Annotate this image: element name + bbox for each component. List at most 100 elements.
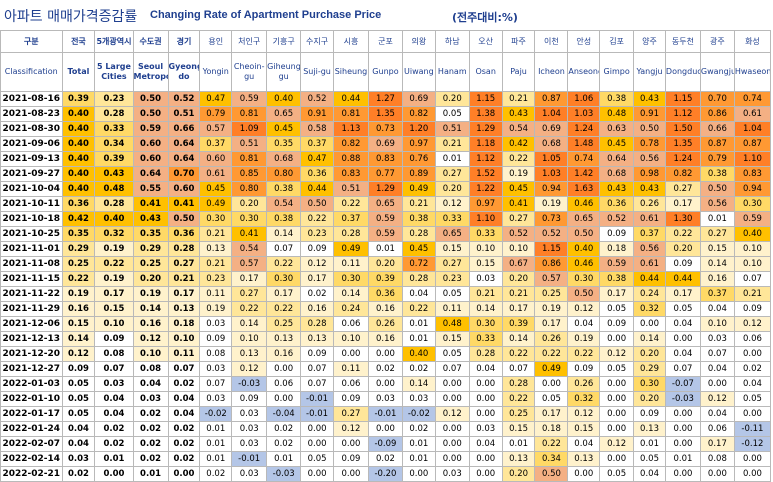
row-date: 2022-01-10 <box>0 391 63 407</box>
data-cell: 0.50 <box>567 226 601 242</box>
data-cell: 0.22 <box>266 301 302 317</box>
data-cell: 0.50 <box>132 106 169 122</box>
data-cell: 0.10 <box>699 316 735 332</box>
data-cell: 1.29 <box>468 121 503 137</box>
data-cell: 0.19 <box>61 286 96 302</box>
data-cell: 0.22 <box>664 226 701 242</box>
data-cell: 0.65 <box>367 196 403 212</box>
data-cell: 0.01 <box>401 331 436 347</box>
data-cell: 0.40 <box>61 181 96 197</box>
data-cell: 0.91 <box>300 106 334 122</box>
data-cell: 0.09 <box>567 361 601 377</box>
row-date: 2021-12-27 <box>0 361 63 377</box>
data-cell: 0.37 <box>633 226 666 242</box>
data-cell: 0.04 <box>468 361 503 377</box>
data-cell: 0.45 <box>199 181 233 197</box>
data-cell: 0.41 <box>132 196 169 212</box>
data-cell: 0.06 <box>332 376 369 392</box>
data-cell: 1.30 <box>664 211 701 227</box>
data-cell: 0.18 <box>599 241 635 257</box>
data-cell: 0.19 <box>567 331 601 347</box>
data-cell: 0.50 <box>300 196 334 212</box>
data-cell: 0.11 <box>332 256 369 272</box>
data-cell: 0.09 <box>300 346 334 362</box>
data-cell: -0.01 <box>300 391 334 407</box>
data-cell: 0.00 <box>699 376 735 392</box>
data-cell: 0.28 <box>300 316 334 332</box>
column-header-korean: 수도권 <box>132 30 169 53</box>
data-cell: 0.23 <box>300 226 334 242</box>
data-cell: 0.49 <box>401 181 436 197</box>
data-cell: 1.10 <box>733 151 772 167</box>
data-cell: 0.51 <box>167 106 201 122</box>
data-cell: 0.22 <box>94 256 134 272</box>
data-cell: 0.05 <box>434 346 470 362</box>
data-cell: 0.16 <box>132 316 169 332</box>
corner-english: Classification <box>0 52 63 92</box>
data-cell: 0.10 <box>733 241 772 257</box>
data-cell: 1.63 <box>567 181 601 197</box>
data-cell: 0.12 <box>332 421 369 437</box>
data-cell: 0.02 <box>266 421 302 437</box>
data-cell: 0.73 <box>367 121 403 137</box>
row-date: 2021-12-20 <box>0 346 63 362</box>
data-cell: 0.01 <box>367 241 403 257</box>
column-header-korean: 김포 <box>599 30 635 53</box>
data-cell: 0.19 <box>132 286 169 302</box>
data-cell: 0.26 <box>534 331 569 347</box>
data-cell: 0.60 <box>199 151 233 167</box>
data-cell: 0.07 <box>733 271 772 287</box>
data-cell: 0.00 <box>599 451 635 467</box>
data-cell: 0.03 <box>61 451 96 467</box>
data-cell: 0.00 <box>300 421 334 437</box>
data-cell: 0.12 <box>599 346 635 362</box>
data-cell: 1.09 <box>231 121 268 137</box>
data-cell: 0.29 <box>132 241 169 257</box>
data-cell: 0.00 <box>599 376 635 392</box>
data-cell: 0.66 <box>699 121 735 137</box>
data-cell: 0.42 <box>61 211 96 227</box>
data-cell: 0.52 <box>534 226 569 242</box>
data-cell: 0.30 <box>231 211 268 227</box>
data-cell: 1.15 <box>534 241 569 257</box>
data-cell: 1.06 <box>567 91 601 107</box>
data-cell: -0.09 <box>367 436 403 452</box>
data-cell: 0.36 <box>367 286 403 302</box>
unit-label: (전주대비:%) <box>452 11 518 24</box>
data-cell: 0.02 <box>300 286 334 302</box>
data-cell: 0.07 <box>167 361 201 377</box>
data-cell: 0.27 <box>434 166 470 182</box>
data-cell: 0.28 <box>94 106 134 122</box>
data-cell: 0.22 <box>534 346 569 362</box>
table-row: 2021-10-11 0.36 0.28 0.41 0.41 0.49 0.20 0.54 0.… <box>0 196 772 212</box>
data-cell: 0.40 <box>94 211 134 227</box>
title-korean: 아파트 매매가격증감률 <box>4 9 138 25</box>
data-cell: 0.03 <box>468 421 503 437</box>
data-cell: 0.55 <box>132 181 169 197</box>
data-cell: 0.57 <box>231 256 268 272</box>
data-cell: 0.18 <box>167 316 201 332</box>
data-cell: 0.00 <box>367 346 403 362</box>
data-cell: 0.33 <box>434 211 470 227</box>
data-cell: 0.11 <box>434 301 470 317</box>
data-cell: 0.05 <box>733 391 772 407</box>
data-cell: 0.01 <box>434 151 470 167</box>
data-cell: 0.10 <box>94 316 134 332</box>
data-cell: 0.00 <box>567 466 601 482</box>
data-cell: 0.17 <box>94 286 134 302</box>
data-cell: 0.02 <box>167 436 201 452</box>
data-cell: 0.98 <box>633 166 666 182</box>
row-date: 2021-08-30 <box>0 121 63 137</box>
data-cell: 0.50 <box>534 466 569 482</box>
column-header-korean: 의왕 <box>401 30 436 53</box>
data-cell: 0.17 <box>699 436 735 452</box>
data-cell: 0.40 <box>733 226 772 242</box>
data-cell: 0.13 <box>266 331 302 347</box>
data-cell: 0.12 <box>132 331 169 347</box>
data-cell: 0.16 <box>266 346 302 362</box>
data-cell: 1.15 <box>468 91 503 107</box>
data-cell: 0.17 <box>266 286 302 302</box>
data-cell: 0.03 <box>199 391 233 407</box>
column-header-english: Gunpo <box>367 52 403 92</box>
data-cell: 0.00 <box>332 466 369 482</box>
